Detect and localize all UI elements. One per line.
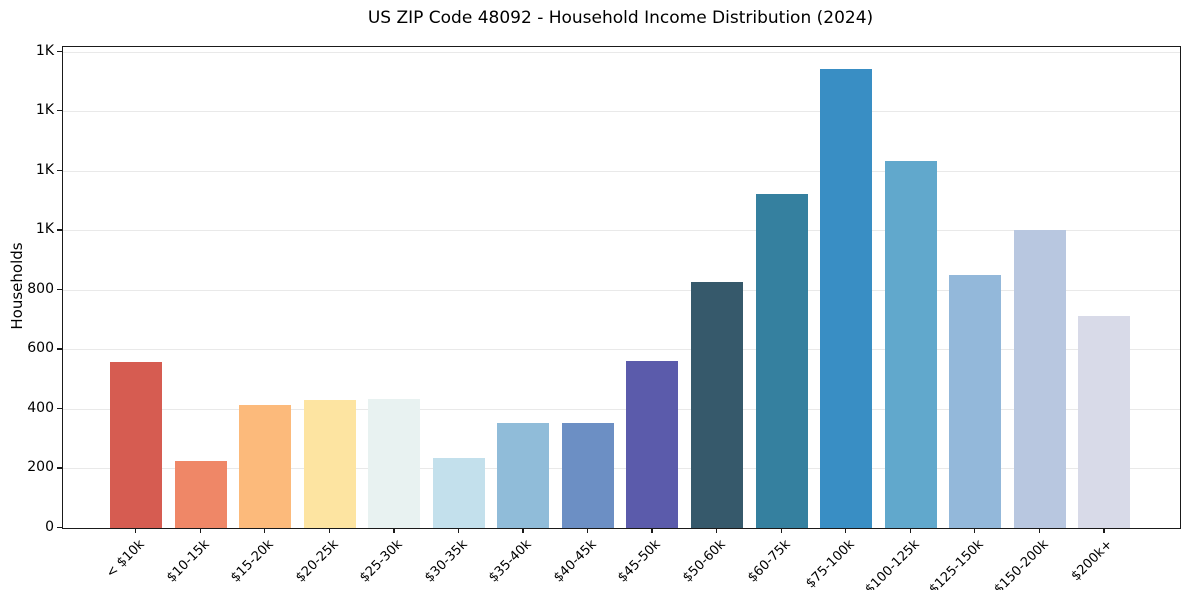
bar xyxy=(1013,229,1066,528)
bar xyxy=(561,422,614,528)
x-tick-label: $40-45k xyxy=(550,537,600,586)
bar xyxy=(690,282,743,528)
x-tick-label: $200k+ xyxy=(1068,537,1116,585)
y-tick-label: 1K xyxy=(35,42,54,59)
y-tick-mark xyxy=(57,527,62,529)
x-tick-label: $60-75k xyxy=(744,537,794,586)
x-tick-mark xyxy=(974,528,976,533)
y-tick-mark xyxy=(57,110,62,112)
x-tick-label: $20-25k xyxy=(292,537,342,586)
x-tick-label: $100-125k xyxy=(862,537,923,590)
y-tick-mark xyxy=(57,467,62,469)
x-tick-mark xyxy=(845,528,847,533)
gridline xyxy=(63,230,1180,232)
gridline xyxy=(63,170,1180,172)
x-tick-label: $15-20k xyxy=(228,537,277,586)
bar xyxy=(497,423,550,528)
y-tick-label: 1K xyxy=(35,221,54,238)
bar xyxy=(1078,315,1131,528)
y-tick-label: 1K xyxy=(35,102,54,118)
x-tick-mark xyxy=(522,528,524,533)
x-tick-label: $10-15k xyxy=(163,537,213,586)
x-tick-mark xyxy=(651,528,653,533)
x-tick-label: $35-40k xyxy=(486,537,535,586)
gridline xyxy=(63,111,1180,112)
bar xyxy=(820,69,872,528)
chart-title: US ZIP Code 48092 - Household Income Dis… xyxy=(367,8,874,28)
x-tick-label: $150-200k xyxy=(991,537,1052,590)
x-tick-mark xyxy=(715,528,718,533)
y-tick-label: 200 xyxy=(27,459,54,476)
y-tick-mark xyxy=(57,229,62,231)
bar xyxy=(949,275,1002,528)
y-tick-label: 1K xyxy=(35,161,54,178)
y-tick-mark xyxy=(57,288,62,291)
bar xyxy=(174,461,227,528)
x-tick-label: $125-150k xyxy=(926,537,987,590)
x-tick-mark xyxy=(199,528,201,533)
bar xyxy=(368,398,421,528)
bar xyxy=(626,360,679,528)
bar xyxy=(432,458,485,528)
gridline xyxy=(63,349,1180,351)
x-tick-mark xyxy=(328,528,330,533)
x-tick-mark xyxy=(780,528,782,533)
bar xyxy=(303,400,356,528)
x-tick-mark xyxy=(135,528,137,533)
plot-area xyxy=(62,46,1181,529)
gridline xyxy=(63,51,1180,53)
x-tick-mark xyxy=(393,528,395,533)
gridline xyxy=(63,289,1180,291)
y-tick-label: 600 xyxy=(27,340,54,357)
bar xyxy=(755,193,808,528)
x-tick-label: < $10k xyxy=(103,537,148,582)
bar xyxy=(239,405,292,528)
x-tick-label: $30-35k xyxy=(421,537,471,586)
x-tick-label: $45-50k xyxy=(615,537,664,586)
x-tick-mark xyxy=(1038,528,1041,533)
x-tick-mark xyxy=(264,528,266,533)
y-tick-mark xyxy=(57,348,62,350)
gridline xyxy=(63,468,1180,470)
x-tick-label: $75-100k xyxy=(803,537,858,590)
y-tick-label: 400 xyxy=(27,399,54,416)
y-tick-label: 0 xyxy=(45,519,54,535)
x-tick-mark xyxy=(457,528,460,533)
y-tick-mark xyxy=(57,50,62,52)
x-tick-mark xyxy=(1103,528,1105,533)
x-tick-label: $25-30k xyxy=(357,537,406,586)
y-tick-mark xyxy=(57,407,62,410)
y-tick-mark xyxy=(57,169,62,171)
x-tick-mark xyxy=(909,528,911,533)
bar xyxy=(110,362,162,528)
y-tick-label: 800 xyxy=(27,280,54,297)
x-tick-label: $50-60k xyxy=(680,537,729,586)
gridline xyxy=(63,408,1180,410)
x-tick-mark xyxy=(586,528,589,533)
bar xyxy=(884,160,937,528)
